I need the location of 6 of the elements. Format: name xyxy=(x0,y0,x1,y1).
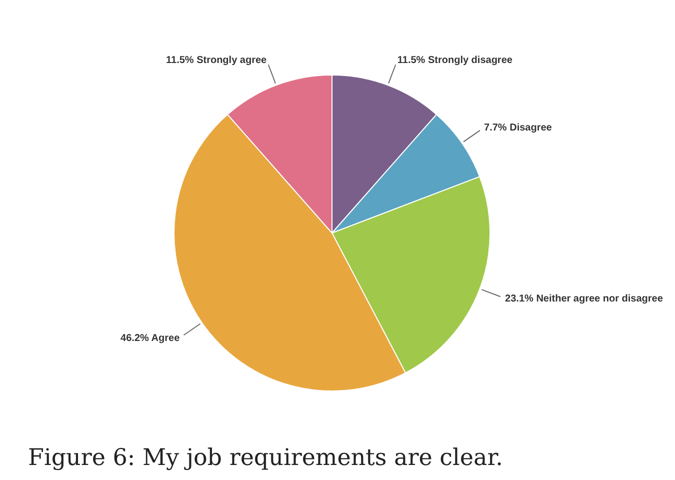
caption: Figure 6: My job requirements are clear. xyxy=(28,445,503,471)
slice-label: 11.5% Strongly disagree xyxy=(397,54,513,66)
slice-label: 11.5% Strongly agree xyxy=(166,54,268,66)
slice-label: 23.1% Neither agree nor disagree xyxy=(505,293,664,304)
slice-label: 46.2% Agree xyxy=(120,332,180,344)
slice-label: 7.7% Disagree xyxy=(484,122,552,134)
